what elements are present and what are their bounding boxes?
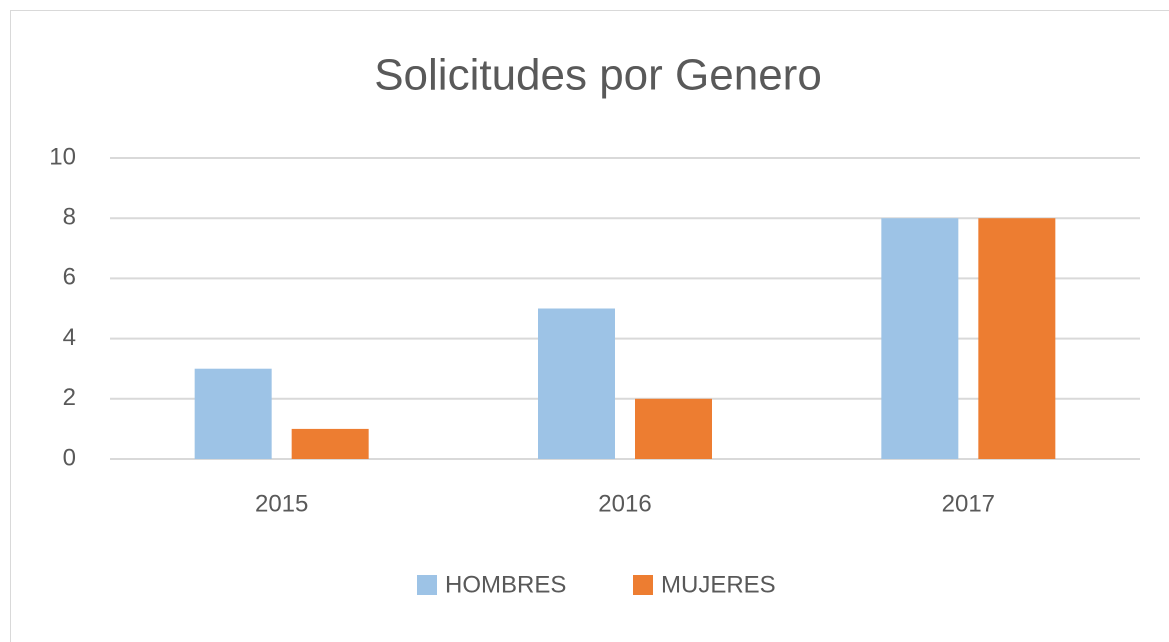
y-tick-label: 6	[63, 264, 76, 291]
legend-label: MUJERES	[661, 571, 776, 598]
legend-label: HOMBRES	[445, 571, 566, 598]
bar	[291, 428, 369, 459]
y-tick-label: 10	[49, 143, 76, 170]
bar	[194, 368, 272, 459]
legend-swatch	[633, 575, 653, 595]
bar	[538, 308, 615, 459]
y-tick-label: 0	[63, 444, 76, 471]
x-tick-label: 2017	[942, 490, 995, 517]
chart-title: Solicitudes por Genero	[374, 51, 822, 100]
x-tick-label: 2015	[255, 490, 308, 517]
x-tick-label: 2016	[598, 490, 651, 517]
y-tick-label: 2	[63, 384, 76, 411]
y-tick-label: 8	[63, 204, 76, 231]
legend-swatch	[417, 575, 437, 595]
bar	[881, 218, 959, 459]
bar	[978, 218, 1056, 459]
y-tick-label: 4	[63, 324, 76, 351]
bar	[635, 398, 712, 459]
